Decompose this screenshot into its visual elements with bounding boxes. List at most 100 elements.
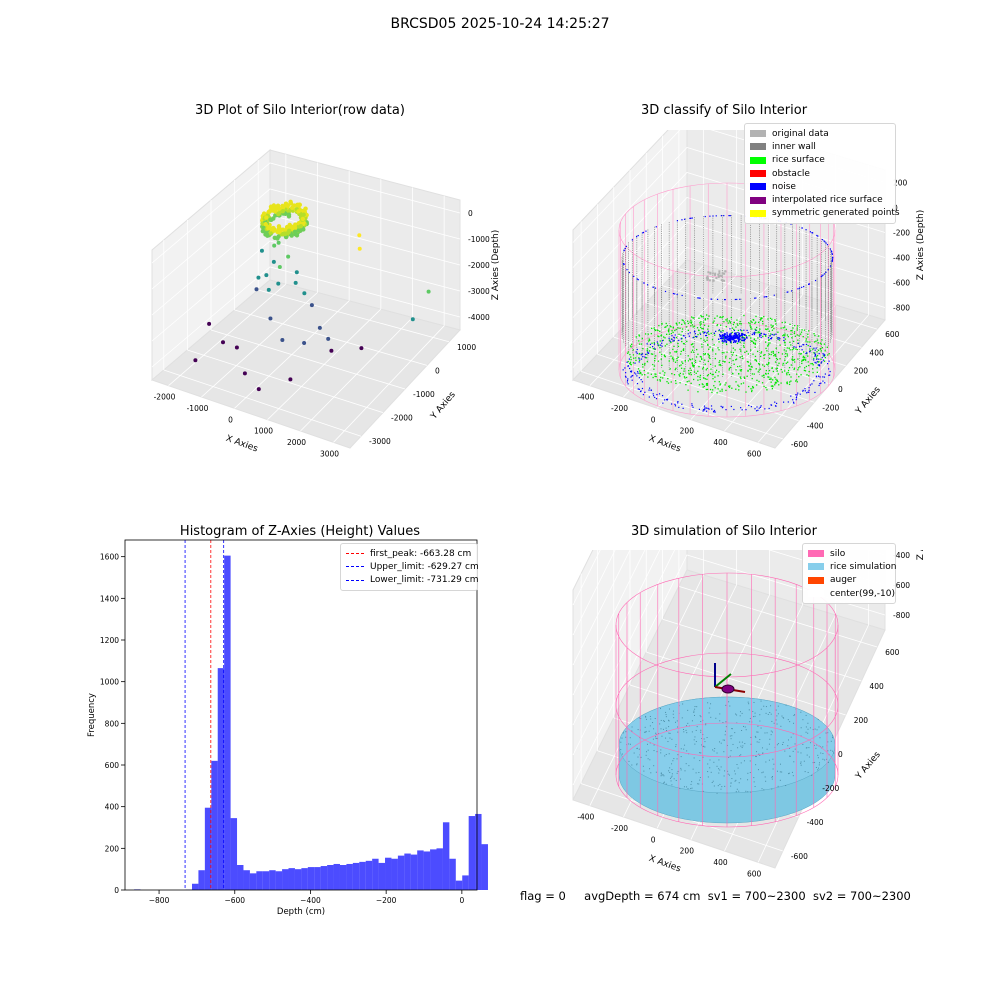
rice-surface-point xyxy=(671,373,673,375)
noise-point xyxy=(743,334,746,336)
rice-surface-point xyxy=(735,359,737,361)
rice-surface-point xyxy=(808,330,810,332)
histogram-bar xyxy=(365,860,373,890)
rice-surface-point xyxy=(726,351,728,353)
noise-point xyxy=(820,362,822,364)
noise-point xyxy=(740,333,743,335)
rice-mesh-point xyxy=(645,716,647,718)
rice-surface-point xyxy=(661,364,663,366)
rice-mesh-point xyxy=(805,714,807,716)
data-point xyxy=(294,270,299,275)
rice-surface-point xyxy=(815,340,817,342)
rice-surface-point xyxy=(653,365,656,367)
noise-point xyxy=(631,239,634,241)
rice-surface-point xyxy=(665,326,667,328)
rice-mesh-point xyxy=(725,721,727,723)
rice-mesh-point xyxy=(645,730,647,732)
rice-mesh-point xyxy=(660,773,662,775)
rice-surface-point xyxy=(657,329,659,332)
rice-mesh-point xyxy=(729,735,731,737)
noise-point xyxy=(808,283,811,285)
rice-mesh-point xyxy=(777,785,779,787)
figure-title: BRCSD05 2025-10-24 14:25:27 xyxy=(390,16,610,32)
x-tick-label: 2000 xyxy=(287,438,306,447)
rice-mesh-point xyxy=(621,753,623,755)
rice-surface-point xyxy=(630,346,632,348)
rice-surface-point xyxy=(714,376,716,378)
rice-surface-point xyxy=(664,337,666,339)
rice-mesh-point xyxy=(817,769,819,771)
rice-mesh-point xyxy=(647,749,649,751)
noise-point xyxy=(804,390,806,392)
rice-surface-point xyxy=(796,381,799,383)
rice-surface-point xyxy=(765,373,767,375)
noise-point xyxy=(827,269,829,271)
plot2-3d-classify: -400-2000200400600-600-400-2000200400600… xyxy=(572,130,926,458)
rice-surface-point xyxy=(765,369,767,372)
rice-surface-point xyxy=(797,339,799,341)
plot1-axes-box xyxy=(151,148,461,449)
rice-mesh-point xyxy=(727,773,729,775)
rice-surface-point xyxy=(784,321,786,323)
rice-surface-point xyxy=(692,317,694,319)
original-data-point xyxy=(711,272,714,275)
rice-mesh-point xyxy=(685,729,687,731)
rice-surface-point xyxy=(673,345,675,348)
histogram-bar xyxy=(372,858,379,890)
rice-surface-point xyxy=(693,336,695,338)
rice-surface-point xyxy=(719,363,721,366)
rice-mesh-point xyxy=(734,773,736,775)
rice-surface-point xyxy=(763,315,765,318)
rice-surface-point xyxy=(785,372,788,374)
noise-point xyxy=(806,352,808,354)
rice-mesh-point xyxy=(832,750,834,752)
rice-mesh-point xyxy=(645,715,647,717)
rice-mesh-point xyxy=(822,758,824,760)
rice-mesh-point xyxy=(662,774,664,776)
rice-surface-point xyxy=(770,377,772,379)
rice-mesh-point xyxy=(709,759,711,761)
rice-surface-point xyxy=(650,332,653,335)
noise-point xyxy=(631,375,633,377)
rice-surface-point xyxy=(676,359,678,362)
rice-surface-point xyxy=(796,327,799,329)
rice-mesh-point xyxy=(638,748,640,750)
noise-point xyxy=(739,338,741,340)
rice-mesh-point xyxy=(644,731,646,733)
rice-surface-point xyxy=(702,383,704,386)
histogram-bar xyxy=(481,844,488,890)
rice-surface-point xyxy=(771,385,774,387)
rice-mesh-point xyxy=(728,701,730,703)
rice-surface-point xyxy=(784,356,787,358)
rice-surface-point xyxy=(693,366,695,368)
data-point xyxy=(259,248,264,253)
rice-mesh-point xyxy=(752,711,754,713)
rice-mesh-point xyxy=(663,720,665,722)
rice-surface-point xyxy=(692,326,694,328)
rice-mesh-point xyxy=(663,720,665,722)
rice-surface-point xyxy=(648,340,650,342)
plot1-3d-scatter: -2000-10000100020003000-3000-2000-100001… xyxy=(151,148,501,458)
noise-point xyxy=(773,334,775,336)
rice-surface-point xyxy=(701,327,703,330)
noise-point xyxy=(671,335,673,337)
noise-point xyxy=(703,331,705,334)
rice-mesh-point xyxy=(685,763,687,765)
rice-surface-point xyxy=(794,325,796,327)
data-point xyxy=(263,222,268,227)
rice-surface-point xyxy=(780,368,782,371)
y-tick-label: -3000 xyxy=(369,437,391,446)
rice-surface-point xyxy=(749,325,751,327)
noise-point xyxy=(729,340,731,342)
rice-surface-point xyxy=(687,322,689,325)
noise-point xyxy=(684,337,687,339)
rice-surface-point xyxy=(809,341,811,343)
rice-surface-point xyxy=(821,347,824,349)
rice-surface-point xyxy=(735,326,737,328)
noise-point xyxy=(821,361,823,363)
rice-mesh-point xyxy=(653,728,655,730)
rice-surface-point xyxy=(786,355,789,357)
x-tick-label: -1000 xyxy=(187,404,209,413)
rice-surface-point xyxy=(673,340,675,342)
rice-surface-point xyxy=(690,372,692,374)
